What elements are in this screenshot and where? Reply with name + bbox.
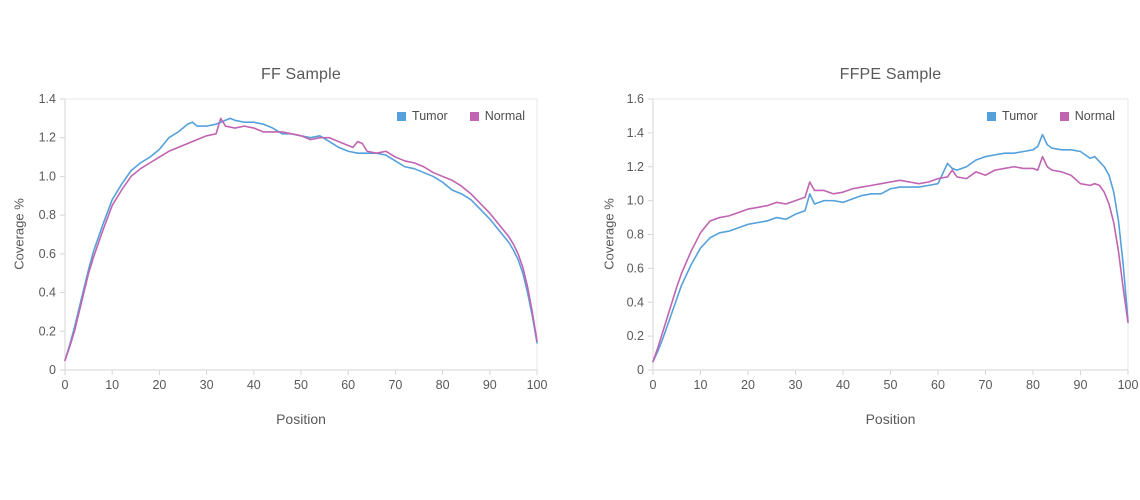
legend-label: Tumor: [1002, 109, 1038, 123]
svg-text:80: 80: [1026, 378, 1040, 392]
x-axis-title: Position: [276, 411, 326, 427]
svg-text:0.4: 0.4: [627, 295, 644, 309]
svg-text:1.2: 1.2: [627, 160, 644, 174]
legend-label: Normal: [1074, 109, 1115, 123]
svg-text:20: 20: [152, 378, 166, 392]
svg-text:70: 70: [979, 378, 993, 392]
svg-text:0: 0: [637, 363, 644, 377]
ff-sample-chart: FF Sample Coverage % 0 10 20 30 40 50 60 70 80 90…: [12, 66, 548, 427]
svg-text:50: 50: [884, 378, 898, 392]
svg-text:0.6: 0.6: [39, 247, 56, 261]
svg-text:10: 10: [105, 378, 119, 392]
legend-label: Normal: [484, 109, 525, 123]
chart-title: FFPE Sample: [839, 66, 942, 83]
svg-text:0.2: 0.2: [627, 329, 644, 343]
svg-text:0: 0: [49, 363, 56, 377]
legend-entry-tumor: Tumor: [397, 109, 448, 123]
svg-text:1.4: 1.4: [627, 126, 644, 140]
legend: Tumor Normal: [397, 109, 525, 123]
svg-text:0.8: 0.8: [39, 208, 56, 222]
legend-entry-tumor: Tumor: [987, 109, 1038, 123]
svg-text:30: 30: [789, 378, 803, 392]
ffpe-sample-chart: FFPE Sample Coverage % 0 10 20 30 40 50 60 70 80…: [570, 0, 1140, 500]
svg-text:80: 80: [436, 378, 450, 392]
svg-text:40: 40: [836, 378, 850, 392]
svg-text:20: 20: [741, 378, 755, 392]
ff-sample-plot-area: 0 10 20 30 40 50 60 70 80 90 100 0 0.2 0.4 0.6 0.8 1.0 1.…: [39, 92, 548, 392]
ffpe-sample-plot-area: 0 10 20 30 40 50 60 70 80 90 100 0 0.2 0.4 0.6 0.8 1.0 1.…: [627, 92, 1139, 392]
legend-entry-normal: Normal: [1059, 109, 1115, 123]
svg-text:60: 60: [341, 378, 355, 392]
svg-text:70: 70: [388, 378, 402, 392]
svg-text:0: 0: [650, 378, 657, 392]
svg-text:10: 10: [694, 378, 708, 392]
normal-swatch-icon: [1059, 111, 1069, 121]
svg-text:0.2: 0.2: [39, 324, 56, 338]
svg-text:0.4: 0.4: [39, 286, 56, 300]
tumor-swatch-icon: [987, 111, 997, 121]
svg-text:40: 40: [247, 378, 261, 392]
legend-entry-normal: Normal: [469, 109, 525, 123]
tumor-swatch-icon: [397, 111, 407, 121]
x-axis-title: Position: [865, 411, 916, 427]
svg-text:1.0: 1.0: [39, 169, 56, 183]
svg-text:100: 100: [527, 378, 548, 392]
svg-text:0.6: 0.6: [627, 261, 644, 275]
svg-text:1.4: 1.4: [39, 92, 56, 106]
legend-label: Tumor: [412, 109, 448, 123]
svg-text:50: 50: [294, 378, 308, 392]
svg-text:30: 30: [200, 378, 214, 392]
svg-text:90: 90: [1074, 378, 1088, 392]
svg-text:60: 60: [931, 378, 945, 392]
svg-text:1.2: 1.2: [39, 131, 56, 145]
normal-swatch-icon: [469, 111, 479, 121]
svg-text:1.0: 1.0: [627, 194, 644, 208]
svg-text:1.6: 1.6: [627, 92, 644, 106]
legend: Tumor Normal: [987, 109, 1115, 123]
chart-title: FF Sample: [260, 66, 342, 83]
svg-text:90: 90: [483, 378, 497, 392]
svg-text:0: 0: [62, 378, 69, 392]
svg-text:100: 100: [1118, 378, 1139, 392]
svg-text:0.8: 0.8: [627, 228, 644, 242]
